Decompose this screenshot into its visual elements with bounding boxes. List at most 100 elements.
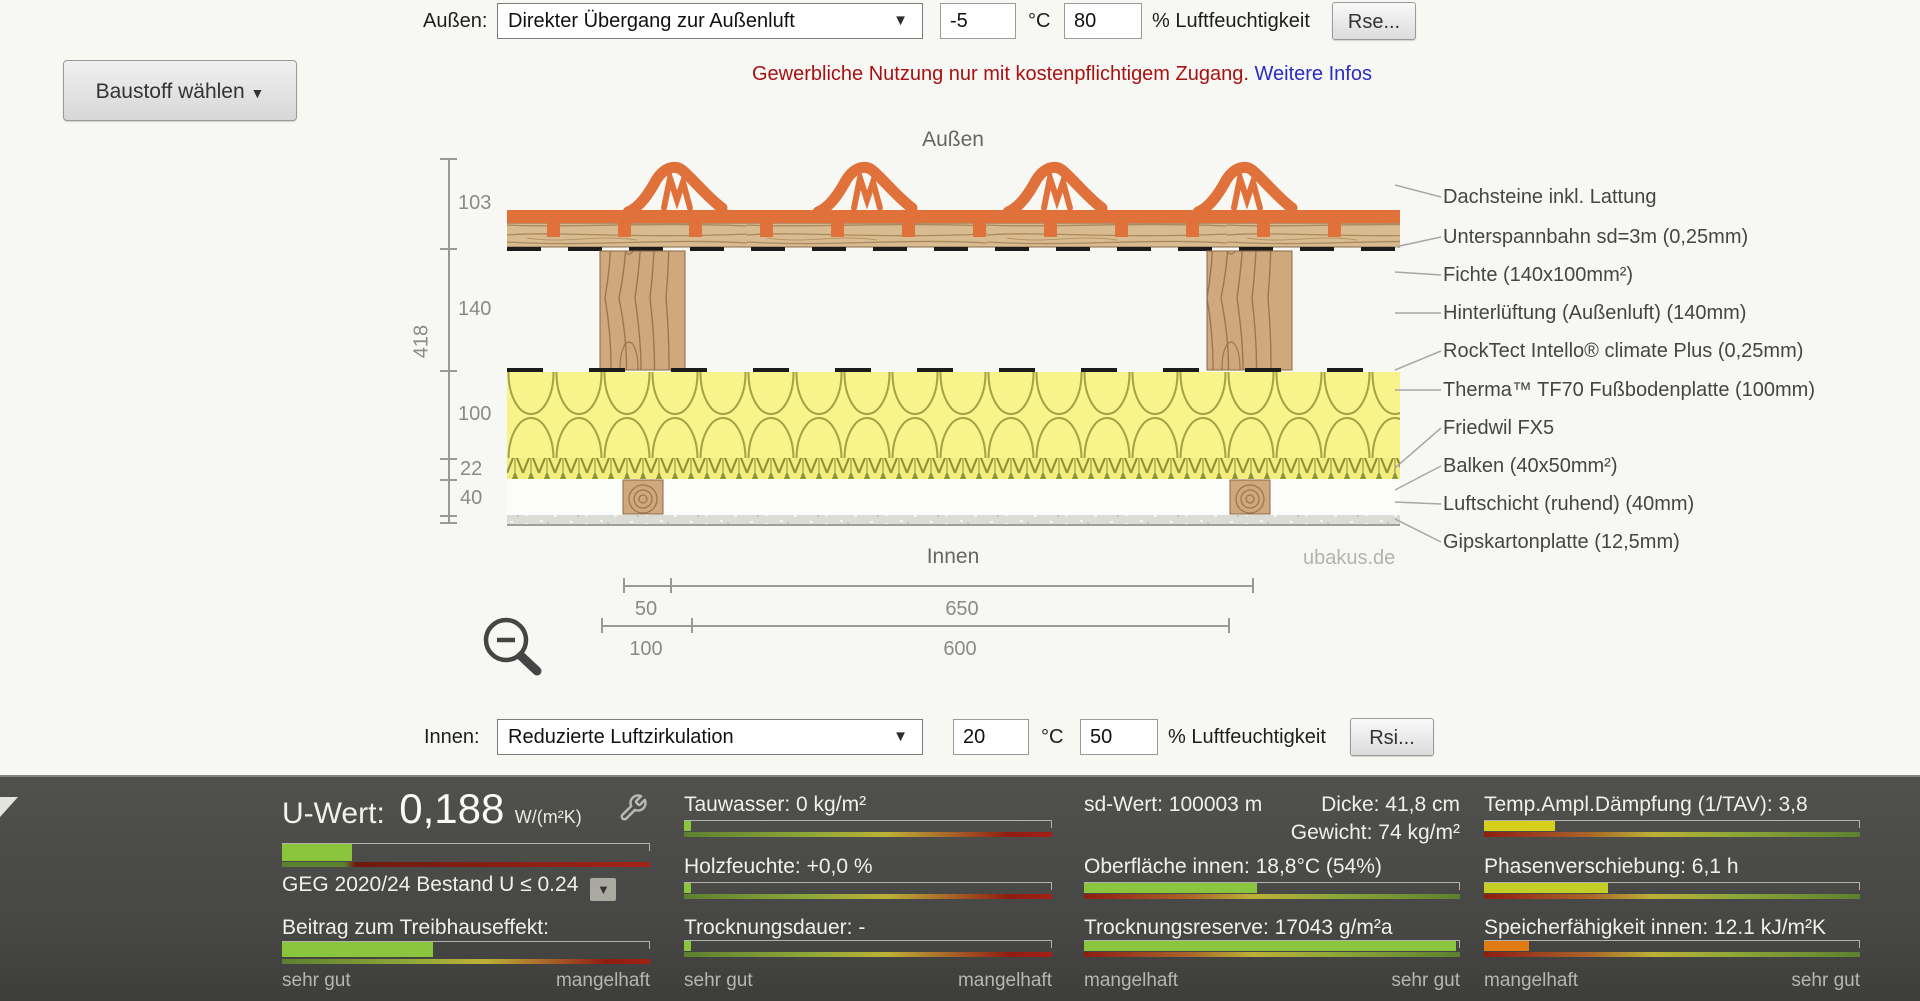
- drying-reserve-label: Trocknungsreserve: 17043 g/m²a: [1084, 916, 1393, 939]
- layer-gipskarton: [507, 515, 1400, 526]
- u-value-unit: W/(m²K): [514, 807, 582, 827]
- tav-meter: [1484, 820, 1860, 837]
- scale-labels: mangelhaft sehr gut: [1084, 970, 1460, 992]
- outside-humidity-unit: % Luftfeuchtigkeit: [1152, 10, 1310, 32]
- diagram-outside-caption: Außen: [922, 128, 984, 151]
- tauwasser-meter: [684, 820, 1052, 837]
- scale-right: sehr gut: [1391, 970, 1460, 991]
- scale-right: mangelhaft: [555, 970, 650, 991]
- layer-label: Balken (40x50mm²): [1443, 455, 1618, 477]
- dim-40: 40: [460, 487, 483, 509]
- results-col-uvalue: U-Wert: 0,188 W/(m²K) GEG 2020/24 Bestan…: [282, 777, 650, 1001]
- dim-140: 140: [458, 298, 492, 320]
- trocknungsdauer-meter: [684, 940, 1052, 957]
- zoom-out-icon[interactable]: [480, 612, 560, 682]
- dim-50: 50: [634, 598, 658, 620]
- layer-label: Therma™ TF70 Fußbodenplatte (100mm): [1443, 379, 1816, 401]
- thickness-value: Dicke: 41,8 cm: [1321, 793, 1460, 816]
- scale-left: sehr gut: [282, 970, 351, 991]
- tav-label: Temp.Ampl.Dämpfung (1/TAV): 3,8: [1484, 793, 1808, 816]
- scale-right: sehr gut: [1791, 970, 1860, 991]
- layer-label: Hinterlüftung (Außenluft) (140mm): [1443, 302, 1747, 324]
- results-col-heat: Temp.Ampl.Dämpfung (1/TAV): 3,8 Phasenve…: [1484, 777, 1860, 1001]
- outside-label: Außen:: [423, 10, 488, 32]
- weitere-infos-link[interactable]: Weitere Infos: [1254, 63, 1372, 85]
- scale-labels: sehr gut mangelhaft: [282, 970, 650, 992]
- scale-left: sehr gut: [684, 970, 753, 991]
- caret-down-icon: ▼: [893, 12, 908, 29]
- construction-drawing[interactable]: [507, 158, 1400, 526]
- outside-transfer-value: Direkter Übergang zur Außenluft: [508, 10, 795, 32]
- leader-lines: [1394, 184, 1442, 543]
- u-value: 0,188: [399, 785, 505, 832]
- outside-transfer-select[interactable]: Direkter Übergang zur Außenluft ▼: [497, 3, 923, 39]
- trocknungsdauer-label: Trocknungsdauer: -: [684, 916, 866, 939]
- layer-label: Dachsteine inkl. Lattung: [1443, 186, 1657, 208]
- layer-label: RockTect Intello® climate Plus (0,25mm): [1443, 340, 1804, 362]
- tauwasser-label: Tauwasser: 0 kg/m²: [684, 793, 867, 816]
- results-panel: U-Wert: 0,188 W/(m²K) GEG 2020/24 Bestan…: [0, 775, 1920, 1001]
- layer-label: Gipskartonplatte (12,5mm): [1443, 531, 1680, 553]
- outside-humidity-input[interactable]: [1064, 3, 1142, 39]
- layer-label: Luftschicht (ruhend) (40mm): [1443, 493, 1695, 515]
- u-value-meter: [282, 843, 650, 867]
- layer-dachsteine: [507, 161, 1400, 237]
- layer-label: Fichte (140x100mm²): [1443, 264, 1634, 286]
- inside-label: Innen:: [424, 726, 480, 748]
- choose-material-label: Baustoff wählen: [95, 80, 245, 103]
- rsi-button[interactable]: Rsi...: [1350, 718, 1434, 756]
- watermark: ubakus.de: [1303, 547, 1396, 569]
- surface-temp-meter: [1084, 882, 1460, 899]
- u-value-label: U-Wert:: [282, 797, 385, 830]
- phase-shift-label: Phasenverschiebung: 6,1 h: [1484, 855, 1739, 878]
- dim-total-418: 418: [410, 324, 433, 359]
- inside-transfer-select[interactable]: Reduzierte Luftzirkulation ▼: [497, 719, 923, 755]
- layer-label: Unterspannbahn sd=3m (0,25mm): [1443, 226, 1749, 248]
- caret-down-icon: ▼: [893, 728, 908, 745]
- holzfeuchte-label: Holzfeuchte: +0,0 %: [684, 855, 873, 878]
- geg-label: GEG 2020/24 Bestand U ≤ 0.24: [282, 873, 579, 896]
- surface-temp-label: Oberfläche innen: 18,8°C (54%): [1084, 855, 1382, 878]
- holzfeuchte-meter: [684, 882, 1052, 899]
- layer-friedwil: [507, 458, 1400, 479]
- layer-fichte-rafters: [599, 250, 1293, 371]
- dim-650: 650: [945, 598, 979, 620]
- layer-therma: [507, 372, 1400, 458]
- rse-button[interactable]: Rse...: [1332, 2, 1416, 40]
- sd-value: sd-Wert: 100003 m: [1084, 793, 1263, 816]
- inside-transfer-value: Reduzierte Luftzirkulation: [508, 726, 734, 748]
- dim-600: 600: [943, 638, 977, 660]
- outside-temperature-input[interactable]: [940, 3, 1016, 39]
- ghg-label: Beitrag zum Treibhauseffekt:: [282, 916, 549, 939]
- choose-material-button[interactable]: Baustoff wählen ▼: [63, 60, 297, 121]
- geg-dropdown-button[interactable]: ▼: [590, 878, 617, 901]
- inside-humidity-input[interactable]: [1080, 719, 1158, 755]
- scale-labels: mangelhaft sehr gut: [1484, 970, 1860, 992]
- drying-reserve-meter: [1084, 940, 1460, 957]
- dim-100: 100: [458, 403, 492, 425]
- inside-temperature-input[interactable]: [953, 719, 1029, 755]
- commercial-notice: Gewerbliche Nutzung nur mit kostenpflich…: [752, 63, 1372, 86]
- u-value-row: U-Wert: 0,188 W/(m²K): [282, 785, 650, 833]
- panel-collapse-handle[interactable]: [0, 797, 18, 817]
- notice-text: Gewerbliche Nutzung nur mit kostenpflich…: [752, 63, 1249, 85]
- heat-storage-label: Speicherfähigkeit innen: 12.1 kJ/m²K: [1484, 916, 1827, 939]
- inside-humidity-unit: % Luftfeuchtigkeit: [1168, 726, 1326, 748]
- geg-row: GEG 2020/24 Bestand U ≤ 0.24 ▼: [282, 873, 617, 901]
- dim-100b: 100: [629, 638, 663, 660]
- wrench-icon[interactable]: [618, 793, 648, 823]
- ghg-meter: [282, 941, 650, 964]
- layer-balken: [622, 479, 1271, 515]
- results-col-layerinfo: sd-Wert: 100003 m Dicke: 41,8 cm Gewicht…: [1084, 777, 1460, 1001]
- dim-22: 22: [460, 458, 483, 480]
- diagram-inside-caption: Innen: [926, 545, 980, 568]
- scale-right: mangelhaft: [957, 970, 1052, 991]
- outside-temp-unit: °C: [1028, 10, 1051, 32]
- scale-labels: sehr gut mangelhaft: [684, 970, 1052, 992]
- phase-shift-meter: [1484, 882, 1860, 899]
- results-col-moisture: Tauwasser: 0 kg/m² Holzfeuchte: +0,0 % T…: [684, 777, 1052, 1001]
- scale-left: mangelhaft: [1084, 970, 1179, 991]
- caret-down-icon: ▼: [250, 85, 265, 101]
- inside-temp-unit: °C: [1041, 726, 1064, 748]
